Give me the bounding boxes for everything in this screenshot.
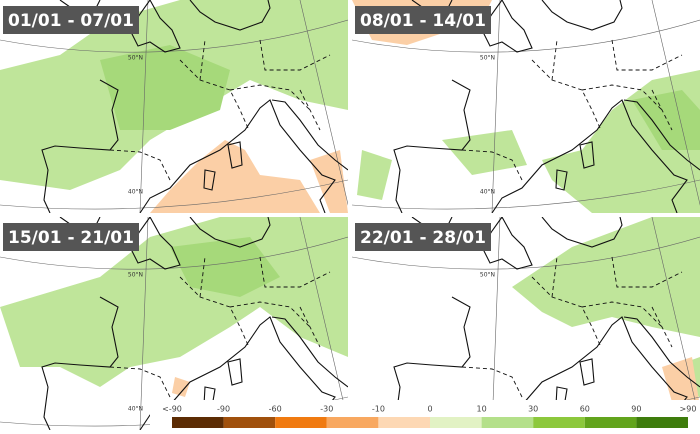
legend-swatch <box>584 417 637 428</box>
lat-label: 50°N <box>480 272 495 279</box>
legend-swatch <box>223 417 276 428</box>
panel-title: 15/01 - 21/01 <box>8 228 134 248</box>
lat-label: 50°N <box>128 272 143 279</box>
map-panel: 50°N 40°N 15/01 - 21/01 <box>0 217 348 430</box>
anomaly-area <box>100 45 230 130</box>
legend-label: -90 <box>217 405 230 414</box>
legend-swatch <box>275 417 327 428</box>
anomaly-area <box>512 217 700 397</box>
legend-swatch <box>326 417 379 428</box>
legend-swatch <box>636 417 688 428</box>
legend-swatch <box>378 417 430 428</box>
panel-title: 08/01 - 14/01 <box>360 11 486 31</box>
map-panel: 50°N 40°N 08/01 - 14/01 <box>352 0 700 213</box>
legend-label: 10 <box>477 405 487 414</box>
legend-label: 60 <box>580 405 590 414</box>
anomaly-area <box>170 237 280 297</box>
panel-title: 01/01 - 07/01 <box>8 11 134 31</box>
legend-swatch <box>533 417 585 428</box>
legend-label: -60 <box>269 405 282 414</box>
title-box <box>355 6 491 34</box>
lat-label: 50°N <box>480 55 495 62</box>
map-panel: 50°N 40°N 01/01 - 07/01 <box>0 0 348 213</box>
lat-label: 40°N <box>480 189 495 196</box>
lat-label: 40°N <box>128 189 143 196</box>
title-box <box>3 6 139 34</box>
legend-swatch <box>481 417 534 428</box>
legend-label: 90 <box>631 405 641 414</box>
map-panel: 50°N40°N22/01 - 28/01 <box>352 217 700 430</box>
legend-label: -30 <box>320 405 333 414</box>
legend-swatch <box>430 417 482 428</box>
legend-label: 30 <box>528 405 538 414</box>
legend-swatch <box>172 417 224 428</box>
title-box <box>355 223 491 251</box>
legend-label: <-90 <box>162 405 182 414</box>
legend-label: 0 <box>427 405 432 414</box>
title-box <box>3 223 139 251</box>
anomaly-area <box>632 90 700 150</box>
legend-label: -10 <box>372 405 385 414</box>
anomaly-area <box>150 140 348 213</box>
panel-title: 22/01 - 28/01 <box>360 228 486 248</box>
lat-label: 40°N <box>128 406 143 413</box>
lat-label: 50°N <box>128 55 143 62</box>
anomaly-area <box>662 357 700 407</box>
anomaly-area <box>172 377 190 397</box>
legend-label: >90 <box>680 405 697 414</box>
anomaly-area <box>357 70 700 213</box>
